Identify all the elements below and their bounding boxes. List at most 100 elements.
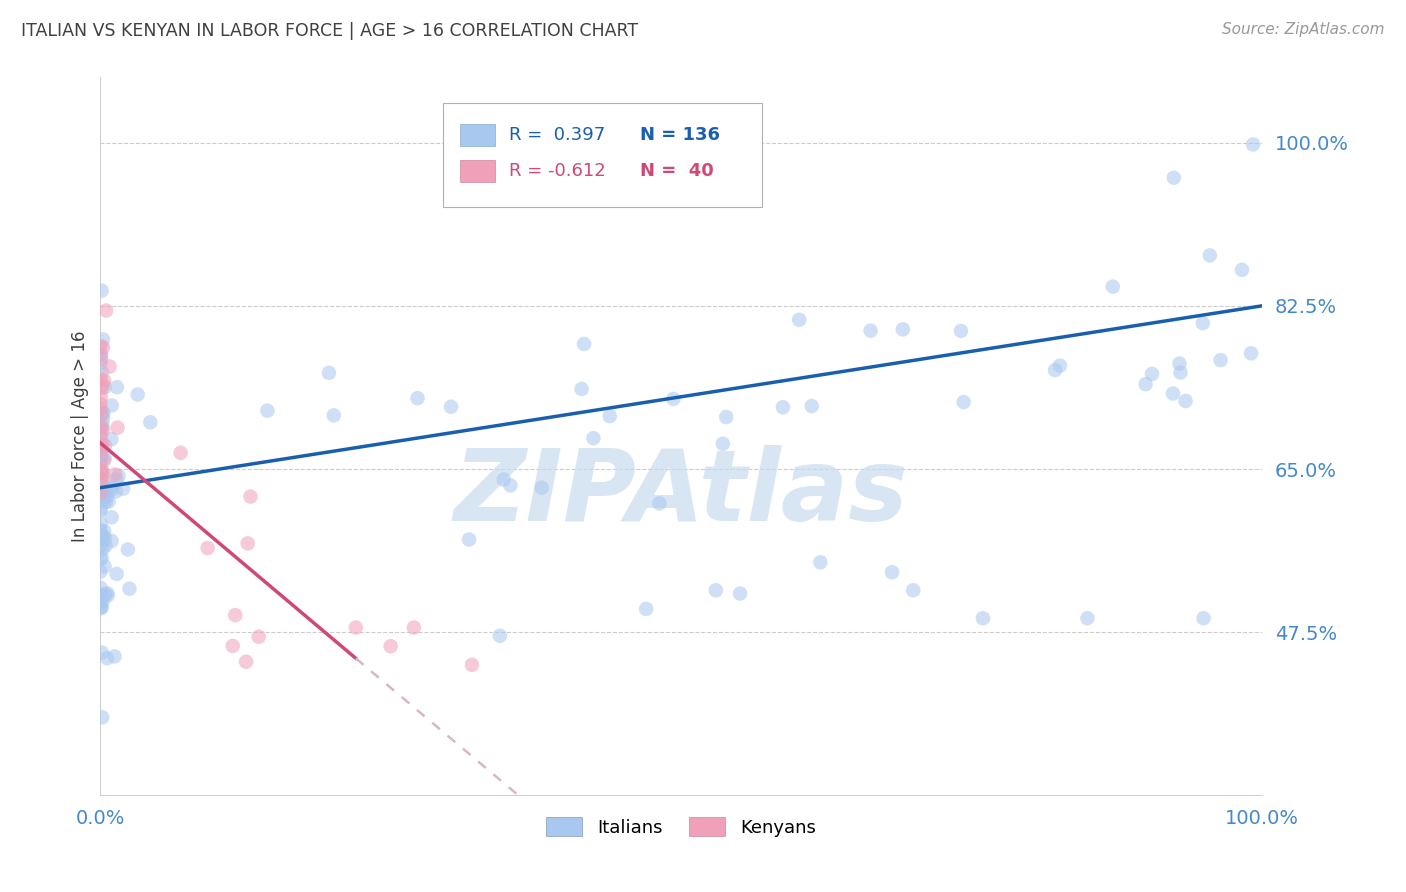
Point xyxy=(96,589,118,603)
Point xyxy=(90,284,112,298)
Point xyxy=(91,488,114,502)
Point xyxy=(107,420,129,434)
Point xyxy=(344,621,367,635)
Point xyxy=(96,586,118,600)
Point xyxy=(97,494,120,508)
Point xyxy=(93,485,115,500)
Point xyxy=(94,539,117,553)
Text: R = -0.612: R = -0.612 xyxy=(509,161,606,180)
Point xyxy=(89,490,111,504)
Point xyxy=(1241,137,1264,152)
Point xyxy=(101,483,124,497)
Point xyxy=(247,630,270,644)
Point xyxy=(91,466,114,480)
Point xyxy=(107,468,129,483)
Point xyxy=(402,621,425,635)
Point xyxy=(704,583,727,598)
Point xyxy=(1043,363,1066,377)
Point xyxy=(571,382,593,396)
Point xyxy=(100,510,122,524)
Point xyxy=(89,402,111,417)
Point xyxy=(93,374,115,388)
Point xyxy=(89,504,111,518)
Bar xyxy=(460,160,495,182)
Point xyxy=(90,422,112,436)
Point xyxy=(91,417,114,431)
Point xyxy=(90,444,112,458)
Point xyxy=(89,533,111,548)
Point xyxy=(440,400,463,414)
Point xyxy=(1170,366,1192,380)
Point xyxy=(90,462,112,476)
Point xyxy=(492,473,515,487)
Point xyxy=(91,341,114,355)
Point xyxy=(90,351,112,366)
Point xyxy=(90,371,112,385)
Point xyxy=(90,422,112,436)
Point xyxy=(224,608,246,623)
Point xyxy=(1161,386,1184,401)
Point xyxy=(90,588,112,602)
Point xyxy=(91,468,114,483)
Point xyxy=(89,502,111,516)
Point xyxy=(662,392,685,406)
Point xyxy=(1240,346,1263,360)
Point xyxy=(89,442,111,456)
Point xyxy=(89,408,111,422)
Point xyxy=(800,399,823,413)
Point xyxy=(90,599,112,614)
Point xyxy=(90,449,112,463)
Point xyxy=(89,539,111,553)
Point xyxy=(530,481,553,495)
Point xyxy=(104,484,127,499)
Point xyxy=(787,312,810,326)
Point xyxy=(716,410,738,425)
Point xyxy=(98,480,121,494)
Point xyxy=(94,531,117,545)
Point xyxy=(489,629,512,643)
Point xyxy=(91,491,114,505)
Point xyxy=(89,551,111,566)
Point xyxy=(1140,367,1163,381)
Point xyxy=(91,710,114,724)
Point xyxy=(90,419,112,434)
Point xyxy=(100,398,122,412)
Point xyxy=(89,357,111,371)
Point xyxy=(93,380,115,394)
Point xyxy=(93,559,115,574)
Point xyxy=(322,409,344,423)
Point xyxy=(1230,263,1253,277)
Point xyxy=(89,475,111,490)
Point xyxy=(89,473,111,487)
Point xyxy=(235,655,257,669)
Point xyxy=(952,395,974,409)
Point xyxy=(96,651,118,665)
Point xyxy=(89,430,111,444)
Point xyxy=(772,401,794,415)
Point xyxy=(89,478,111,492)
Point xyxy=(89,565,111,579)
Point xyxy=(90,516,112,531)
Point xyxy=(91,528,114,542)
Point xyxy=(89,464,111,478)
Point xyxy=(728,586,751,600)
Point xyxy=(90,465,112,479)
Point xyxy=(90,429,112,443)
Point xyxy=(91,475,114,489)
Point xyxy=(903,583,925,598)
Point xyxy=(90,382,112,396)
Point xyxy=(89,475,111,490)
Point xyxy=(318,366,340,380)
FancyBboxPatch shape xyxy=(443,103,762,207)
Text: R =  0.397: R = 0.397 xyxy=(509,126,606,144)
Point xyxy=(880,566,903,580)
Point xyxy=(105,566,128,581)
Text: ITALIAN VS KENYAN IN LABOR FORCE | AGE > 16 CORRELATION CHART: ITALIAN VS KENYAN IN LABOR FORCE | AGE >… xyxy=(21,22,638,40)
Point xyxy=(90,390,112,404)
Point xyxy=(90,450,112,465)
Point xyxy=(1198,248,1220,262)
Point xyxy=(572,337,595,351)
Y-axis label: In Labor Force | Age > 16: In Labor Force | Age > 16 xyxy=(72,331,89,542)
Point xyxy=(90,348,112,362)
Point xyxy=(1174,394,1197,409)
